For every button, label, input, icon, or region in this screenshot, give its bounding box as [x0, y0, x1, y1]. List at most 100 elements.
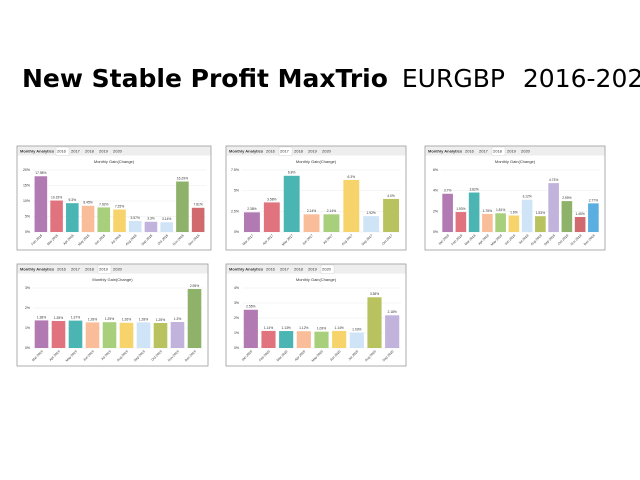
value-label: 1.75%: [483, 209, 492, 213]
value-label: 3.58%: [267, 197, 276, 201]
y-tick-label: 0%: [234, 230, 239, 234]
value-label: 6.3%: [348, 175, 356, 179]
tab-title: Monthly Analytics: [229, 149, 264, 154]
y-tick-label: 0%: [25, 346, 30, 350]
bar: [343, 179, 360, 232]
bar: [261, 330, 276, 348]
y-tick-label: 0%: [25, 230, 30, 234]
y-tick-label: 2%: [234, 316, 239, 320]
value-label: 3.3%: [147, 217, 155, 221]
value-label: 1.6%: [510, 210, 518, 214]
x-tick-label: Jul 2019: [100, 349, 112, 361]
bar: [136, 322, 151, 348]
bar: [66, 203, 79, 232]
bar: [50, 200, 63, 232]
value-label: 2.77%: [589, 198, 598, 202]
y-tick-label: 5%: [234, 189, 239, 193]
tab-title: Monthly Analytics: [20, 267, 55, 272]
active-tab: [320, 264, 335, 274]
value-label: 3.12%: [522, 195, 531, 199]
chart-subtitle: Monthly Gain(Change): [296, 159, 337, 164]
x-tick-label: Jul 2016: [110, 233, 122, 245]
tab: 2018: [85, 149, 95, 154]
panel: [16, 263, 209, 367]
tab: 2018: [294, 267, 304, 272]
value-label: 3.57%: [131, 216, 140, 220]
y-tick-label: 2.5%: [231, 209, 239, 213]
bar: [367, 297, 382, 348]
y-tick-label: 2%: [25, 306, 30, 310]
value-label: 17.98%: [35, 171, 46, 175]
bar: [144, 221, 158, 232]
tab-title: Monthly Analytics: [229, 267, 264, 272]
value-label: 8.45%: [83, 201, 92, 205]
value-label: 3.38%: [370, 292, 379, 296]
tab-title: Monthly Analytics: [428, 149, 463, 154]
tab-bar: [17, 146, 211, 156]
bar: [283, 175, 300, 232]
bar: [34, 176, 48, 232]
active-tab: [278, 146, 293, 156]
value-label: 1.37%: [71, 315, 80, 319]
bar: [160, 222, 173, 232]
value-label: 1.29%: [105, 317, 114, 321]
panel: [424, 145, 606, 251]
y-tick-label: 5%: [25, 214, 30, 218]
value-label: 7.92%: [99, 202, 108, 206]
tab-title: Monthly Analytics: [20, 149, 55, 154]
bar: [495, 213, 506, 232]
tab: 2020: [113, 149, 123, 154]
value-label: 3.14%: [162, 217, 171, 221]
tab: 2019: [507, 149, 517, 154]
bar: [97, 207, 111, 232]
tab: 2018: [85, 267, 95, 272]
tab-bar: [425, 146, 605, 156]
tab: 2017: [71, 149, 81, 154]
tab: 2019: [308, 149, 318, 154]
tab: 2019: [308, 267, 318, 272]
active-tab: [491, 146, 506, 156]
tab: 2016: [57, 267, 67, 272]
bar: [574, 217, 586, 232]
bar: [113, 209, 126, 232]
value-label: 2.55%: [246, 305, 255, 309]
bar: [588, 203, 599, 232]
tab: 2017: [280, 267, 290, 272]
bar: [153, 323, 168, 348]
tab: 2020: [113, 267, 123, 272]
value-label: 1.81%: [496, 208, 505, 212]
value-label: 4.73%: [549, 178, 558, 182]
value-label: 3.82%: [469, 187, 478, 191]
value-label: 1.28%: [88, 317, 97, 321]
value-label: 2.14%: [327, 209, 336, 213]
y-tick-label: 15%: [23, 183, 30, 187]
tab: 2017: [280, 149, 290, 154]
y-tick-label: 0%: [234, 346, 239, 350]
value-label: 2.38%: [247, 207, 256, 211]
value-label: 1.26%: [122, 318, 131, 322]
tab: 2018: [294, 149, 304, 154]
y-tick-label: 7.5%: [231, 168, 239, 172]
bar: [314, 331, 329, 348]
tab-bar: [226, 264, 406, 274]
panel: [225, 145, 407, 251]
bar: [279, 331, 294, 348]
value-label: 1.45%: [575, 212, 584, 216]
value-label: 1.09%: [317, 327, 326, 331]
value-label: 1.12%: [299, 326, 308, 330]
bar: [187, 289, 202, 348]
y-tick-label: 10%: [23, 199, 30, 203]
tab: 2020: [521, 149, 531, 154]
value-label: 7.25%: [115, 204, 124, 208]
tab: 2020: [322, 149, 332, 154]
value-label: 1.38%: [37, 315, 46, 319]
x-tick-label: Jul 2020: [348, 349, 360, 361]
y-tick-label: 3%: [234, 301, 239, 305]
y-tick-label: 1%: [234, 331, 239, 335]
bar: [468, 192, 480, 232]
value-label: 1.13%: [281, 326, 290, 330]
title-pair: EURGBP: [402, 64, 505, 93]
value-label: 16.29%: [177, 176, 188, 180]
bar: [548, 183, 559, 232]
